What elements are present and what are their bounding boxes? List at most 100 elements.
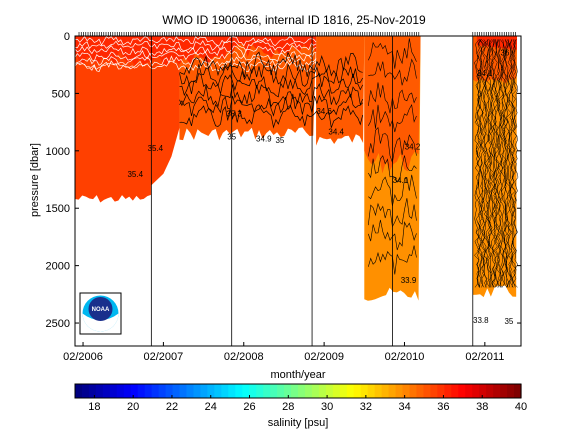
contour-2011 — [512, 39, 519, 288]
colorbar-cell — [109, 384, 118, 398]
colorbar-cell — [360, 384, 369, 398]
colorbar-frame — [74, 383, 522, 399]
colorbar-tick-label: 24 — [205, 401, 217, 413]
contour-surface — [74, 50, 317, 62]
colorbar-cell — [486, 384, 494, 398]
contour-label: 35.3 — [226, 109, 242, 118]
colorbar-cell — [304, 384, 313, 398]
fill-segment-2006 — [75, 36, 152, 203]
contour-label: 36 — [500, 49, 509, 58]
y-axis-label: pressure [dbar] — [29, 143, 41, 217]
colorbar-cell — [423, 384, 432, 398]
x-tick-label: 02/2010 — [385, 351, 425, 363]
contour-label: 35 — [275, 136, 284, 145]
colorbar-cell — [346, 384, 355, 398]
contour-mid — [179, 72, 364, 98]
logo-text: NOAA — [92, 307, 110, 313]
logo-wave — [82, 313, 119, 332]
chart-title: WMO ID 1900636, internal ID 1816, 25-Nov… — [162, 13, 426, 27]
colorbar-cell — [228, 384, 236, 398]
colorbar-tick-label: 28 — [282, 401, 294, 413]
contour-2011 — [486, 39, 492, 288]
x-tick-label: 02/2009 — [304, 351, 344, 363]
colorbar-cell — [402, 384, 411, 398]
colorbar-cell — [458, 384, 466, 398]
colorbar-tick-label: 40 — [515, 401, 527, 413]
contour-mid — [179, 51, 363, 78]
contour-2011 — [492, 39, 499, 288]
colorbar-cell — [270, 384, 278, 398]
colorbar-tick-label: 30 — [321, 401, 333, 413]
colorbar-cell — [465, 384, 473, 398]
fill-segment-2007a — [151, 36, 180, 186]
logo-bird-icon — [88, 297, 113, 321]
colorbar-cell — [116, 384, 125, 398]
colorbar-cell — [291, 384, 299, 398]
contour-label: 34.2 — [405, 143, 421, 152]
colorbar-cell — [514, 384, 522, 398]
colorbar-cell — [165, 384, 174, 398]
colorbar-cell — [395, 384, 404, 398]
contour-label: 35 — [504, 317, 513, 326]
colorbar-cell — [339, 384, 348, 398]
colorbar-label: salinity [psu] — [268, 417, 329, 429]
colorbar-tick-label: 34 — [399, 401, 411, 413]
year-grid-lines — [150, 36, 474, 346]
salinity-fill — [75, 36, 517, 301]
contour-label: 35.4 — [127, 170, 143, 179]
contour-label: 33.8 — [473, 316, 489, 325]
colorbar-cell — [437, 384, 445, 398]
colorbar-cell — [388, 384, 397, 398]
contour-mid — [179, 104, 364, 129]
y-axis: 0 500 1000 1500 2000 2500 — [46, 31, 521, 330]
colorbar-cell — [102, 384, 111, 398]
contour-2011 — [475, 39, 481, 288]
colorbar-cell — [123, 384, 132, 398]
colorbar-cell — [479, 384, 487, 398]
colorbar-cell — [367, 384, 376, 398]
colorbar-cell — [158, 384, 167, 398]
x-tick-label: 02/2006 — [63, 351, 103, 363]
colorbar-cell — [507, 384, 515, 398]
contour-label: 34.9 — [256, 135, 272, 144]
y-tick-label: 500 — [52, 88, 70, 100]
colorbar-cell — [207, 384, 215, 398]
x-axis: 02/2006 02/2007 02/2008 02/2009 02/2010 02/20… — [63, 342, 504, 363]
contour-2011 — [483, 39, 489, 288]
colorbar-tick-label: 36 — [437, 401, 449, 413]
colorbar-cell — [193, 384, 202, 398]
colorbar-cell — [179, 384, 188, 398]
contour-2011 — [502, 39, 508, 288]
contour-surface — [74, 40, 317, 52]
colorbar-cell — [430, 384, 438, 398]
y-tick-label: 1500 — [46, 203, 70, 215]
colorbar-cell — [214, 384, 222, 398]
y-tick-label: 2500 — [46, 318, 70, 330]
colorbar-cell — [137, 384, 146, 398]
y-tick-label: 2000 — [46, 261, 70, 273]
contour-surface — [74, 45, 317, 58]
colorbar-cell — [130, 384, 139, 398]
colorbar-cell — [235, 384, 243, 398]
colorbar-cell — [493, 384, 501, 398]
colorbar-tick-label: 18 — [88, 401, 100, 413]
contour-2011 — [474, 39, 480, 288]
x-tick-label: 02/2011 — [465, 351, 504, 363]
contour-2011 — [510, 39, 516, 288]
colorbar-cell — [172, 384, 181, 398]
contour-2011 — [479, 39, 485, 288]
colorbar-cell — [200, 384, 209, 398]
contour-2011 — [488, 39, 495, 288]
profile-tick-marks — [78, 32, 516, 36]
colorbar-tick-label: 32 — [360, 401, 372, 413]
colorbar-cell — [151, 384, 160, 398]
colorbar-cell — [298, 384, 306, 398]
colorbar-cell — [381, 384, 390, 398]
contour-2011 — [476, 39, 483, 288]
contour-2011 — [506, 39, 512, 288]
contour-2011 — [494, 39, 500, 288]
colorbar-cell — [409, 384, 418, 398]
contour-2006 — [78, 62, 147, 70]
x-tick-label: 02/2007 — [144, 351, 184, 363]
